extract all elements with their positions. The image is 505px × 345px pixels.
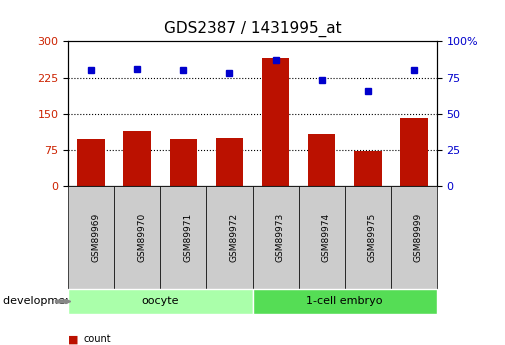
Bar [262, 58, 289, 186]
Text: GSM89973: GSM89973 [276, 213, 284, 262]
Bar [216, 138, 243, 186]
Text: GSM89969: GSM89969 [91, 213, 100, 262]
Text: GSM89970: GSM89970 [137, 213, 146, 262]
Text: oocyte: oocyte [141, 296, 179, 306]
Bar [170, 139, 197, 186]
Text: GSM89999: GSM89999 [414, 213, 423, 262]
Text: GSM89974: GSM89974 [322, 213, 331, 262]
Bar [400, 118, 428, 186]
Text: development stage: development stage [3, 296, 111, 306]
Bar [308, 134, 335, 186]
Text: count: count [83, 334, 111, 344]
Bar [354, 151, 382, 186]
Text: GSM89975: GSM89975 [368, 213, 377, 262]
Bar [77, 139, 105, 186]
Text: ■: ■ [68, 334, 79, 344]
Text: GSM89972: GSM89972 [229, 213, 238, 262]
Bar [124, 130, 151, 186]
Text: GSM89971: GSM89971 [183, 213, 192, 262]
Text: GDS2387 / 1431995_at: GDS2387 / 1431995_at [164, 21, 341, 37]
Text: 1-cell embryo: 1-cell embryo [307, 296, 383, 306]
